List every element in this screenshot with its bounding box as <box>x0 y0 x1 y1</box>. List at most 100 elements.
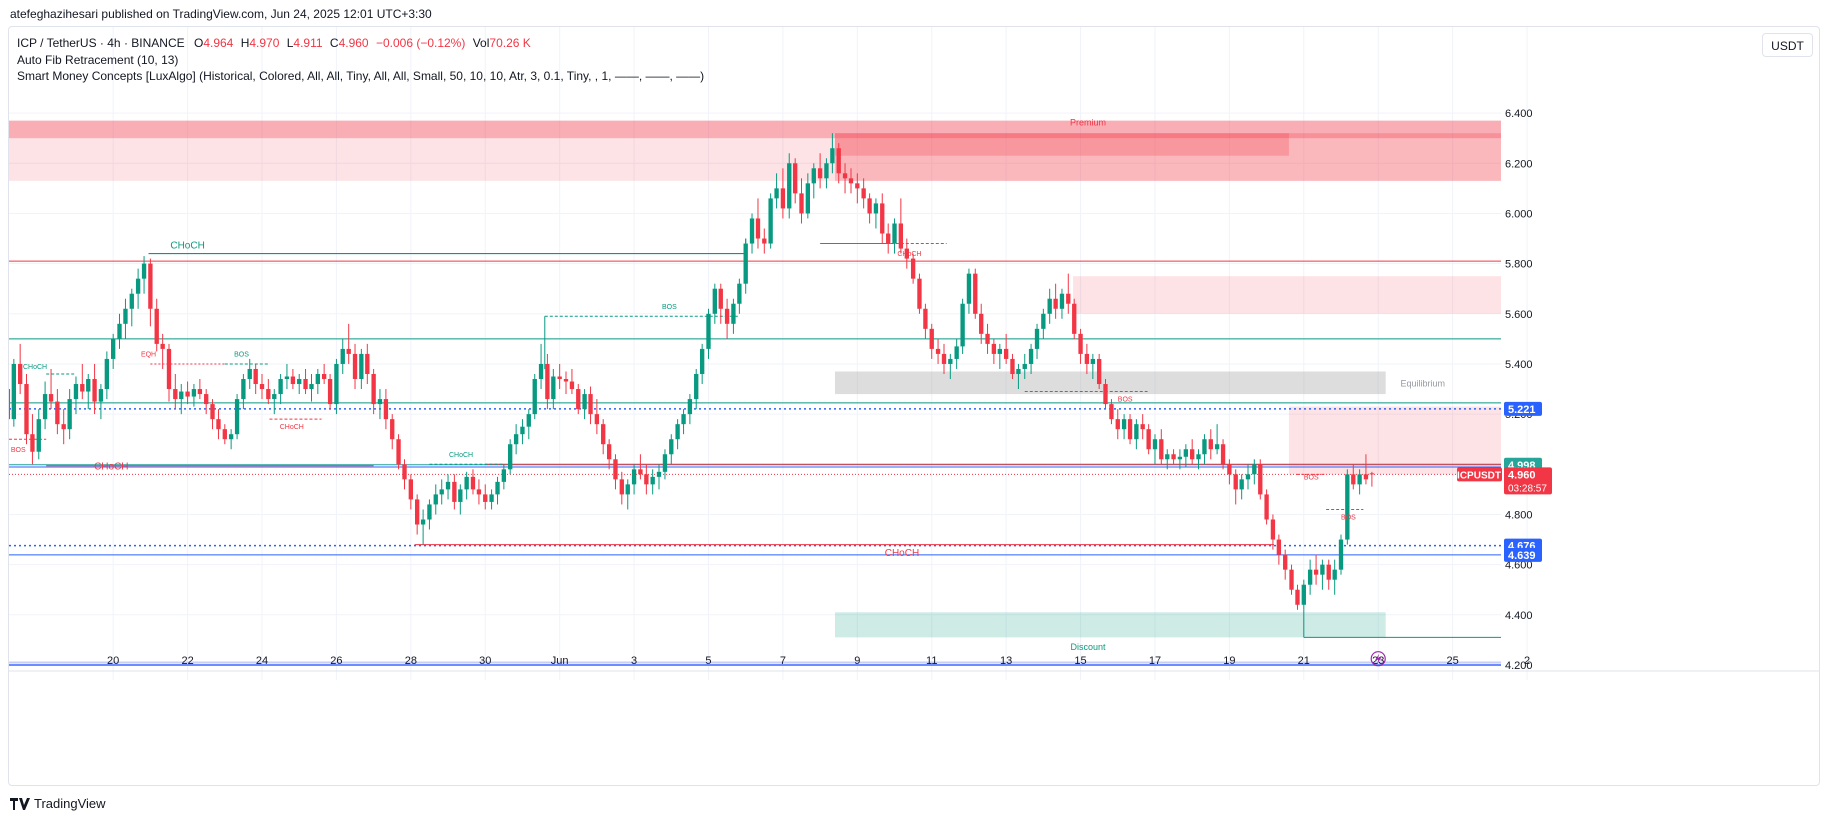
candle-body <box>1252 464 1257 475</box>
candle-body <box>1363 474 1369 480</box>
structure-label: CHoCH <box>170 241 204 252</box>
candle-body <box>1190 449 1195 460</box>
candle-body <box>241 379 246 400</box>
candle-body <box>1264 494 1269 520</box>
indicator-fib[interactable]: Auto Fib Retracement (10, 13) <box>17 52 179 67</box>
premium-zone <box>9 120 1501 181</box>
candle-body <box>811 168 816 184</box>
candle-body <box>11 363 17 420</box>
candle-body <box>154 308 159 344</box>
candles <box>9 133 1375 610</box>
price-tick-label: 5.400 <box>1505 359 1533 371</box>
candle-body <box>1283 554 1288 570</box>
candle-body <box>408 479 414 500</box>
candle-body <box>966 273 972 304</box>
candle-body <box>73 384 79 400</box>
candle-body <box>1090 358 1096 364</box>
candle-body <box>1078 333 1083 354</box>
candle-body <box>433 494 438 505</box>
candle-body <box>1183 449 1189 457</box>
candle-body <box>346 348 351 354</box>
symbol-tag-label: ICPUSDT <box>1457 470 1501 481</box>
candle-body <box>204 394 209 405</box>
candle-body <box>1369 473 1375 475</box>
candle-body <box>1239 479 1244 490</box>
candle-body <box>340 348 345 364</box>
candle-body <box>1270 519 1276 540</box>
currency-button[interactable]: USDT <box>1762 33 1813 57</box>
candle-body <box>694 373 699 400</box>
candle-body <box>501 469 507 482</box>
price-tag <box>1504 401 1542 416</box>
time-tick-label: 2 <box>1524 655 1530 667</box>
supply-block <box>1073 276 1501 314</box>
symbol-tag <box>1457 467 1502 482</box>
candle-body <box>1326 564 1331 580</box>
indicator-smc[interactable]: Smart Money Concepts [LuxAlgo] (Historic… <box>17 69 705 83</box>
candle-body <box>1115 419 1120 430</box>
candle-body <box>973 273 978 314</box>
structure-label: BOS <box>662 304 677 311</box>
candle-body <box>768 198 773 244</box>
price-tick-label: 5.600 <box>1505 309 1533 321</box>
candle-body <box>365 353 370 374</box>
time-tick-label: 21 <box>1298 655 1310 667</box>
candle-body <box>1177 456 1183 460</box>
candle-body <box>86 379 91 392</box>
candle-body <box>185 391 190 397</box>
candle-body <box>452 481 457 502</box>
candle-body <box>55 401 60 425</box>
tradingview-logo[interactable]: TradingView <box>10 796 106 811</box>
candle-body <box>67 399 72 430</box>
candle-body <box>960 303 965 347</box>
candle-body <box>774 188 779 199</box>
ohlc-low: 4.911 <box>293 36 323 50</box>
candle-body <box>848 178 854 184</box>
candle-body <box>123 308 128 324</box>
candle-body <box>334 363 339 405</box>
discount-zone-label: Discount <box>1070 642 1106 652</box>
candle-body <box>1059 293 1065 309</box>
candle-body <box>327 379 333 405</box>
price-tick-label: 6.200 <box>1505 158 1533 170</box>
volume-label: Vol <box>472 36 490 50</box>
candle-body <box>638 469 643 475</box>
candle-body <box>141 263 147 279</box>
candle-body <box>929 328 934 349</box>
structure-label: BOS <box>11 447 26 454</box>
candle-body <box>799 193 804 214</box>
candle-body <box>191 389 197 397</box>
candle-body <box>129 293 134 309</box>
candle-body <box>898 223 904 249</box>
candle-body <box>1034 328 1040 349</box>
candle-body <box>290 376 296 385</box>
chart-frame[interactable]: CHoCH CHoCH CHoCH CHoCH BOS EQH BOS CHoCH CHoCH B… <box>8 26 1820 786</box>
ohlc-high: 4.970 <box>249 36 280 50</box>
candle-body <box>1351 474 1356 485</box>
candle-body <box>297 379 302 385</box>
candle-body <box>669 439 674 455</box>
candle-body <box>910 258 916 279</box>
candle-body <box>1307 569 1313 585</box>
candle-body <box>824 163 829 179</box>
ohlc-low-label: L <box>286 36 294 50</box>
candle-body <box>601 424 606 445</box>
price-tag <box>1504 547 1542 562</box>
candle-body <box>904 248 909 259</box>
supply-block-core <box>834 133 1289 156</box>
candle-body <box>532 379 537 415</box>
equilibrium-zone-label: Equilibrium <box>1401 379 1446 389</box>
candle-body <box>582 394 587 410</box>
lightning-bolt-icon <box>1375 653 1382 664</box>
price-tick-label: 6.400 <box>1505 108 1533 120</box>
symbol-row[interactable]: ICP / TetherUS · 4h · BINANCE O4.964 H4.… <box>17 35 704 52</box>
ohlc-close: 4.960 <box>338 36 369 50</box>
candle-body <box>445 481 451 490</box>
time-tick-label: 24 <box>256 655 268 667</box>
candle-body <box>836 148 841 174</box>
candle-body <box>1072 303 1077 334</box>
symbol-name[interactable]: ICP / TetherUS · 4h · BINANCE <box>17 36 185 50</box>
time-tick-label: 17 <box>1149 655 1161 667</box>
price-chart[interactable]: CHoCH CHoCH CHoCH CHoCH BOS EQH BOS CHoCH CHoCH B… <box>9 27 1819 785</box>
structure-label: BOS <box>1118 397 1133 404</box>
